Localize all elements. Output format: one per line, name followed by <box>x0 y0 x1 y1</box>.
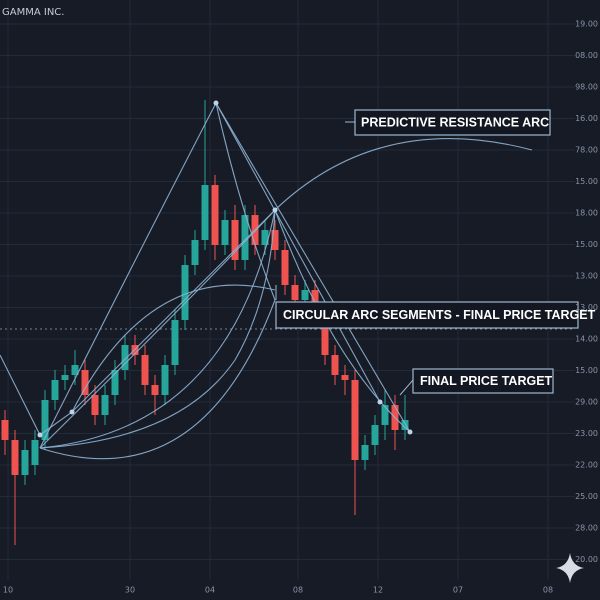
sparkle-icon <box>556 553 584 583</box>
x-tick-label: 10 <box>3 586 13 595</box>
chart-title: GAMMA INC. <box>2 7 64 18</box>
anchor-point <box>377 399 383 405</box>
candle-body <box>31 440 39 465</box>
arc <box>39 209 276 449</box>
y-tick-label: 29.00 <box>575 398 598 407</box>
candle-body <box>281 250 289 285</box>
candle-body <box>61 375 69 380</box>
y-tick-label: 16.00 <box>575 114 598 123</box>
y-tick-label: 13.00 <box>575 303 598 312</box>
arc <box>39 209 276 449</box>
x-tick-label: 30 <box>125 586 135 595</box>
anchor-point <box>213 100 219 106</box>
trend-line <box>215 102 411 433</box>
arc <box>39 299 276 460</box>
candle-body <box>181 265 189 320</box>
candle-body <box>241 215 249 260</box>
candle-body <box>201 185 209 240</box>
candle-body <box>71 365 79 375</box>
x-tick-label: 08 <box>293 586 303 595</box>
candle-body <box>111 370 119 395</box>
candle-body <box>351 380 359 460</box>
candle-body <box>11 440 19 475</box>
annotation: CIRCULAR ARC SEGMENTS - FINAL PRICE TARG… <box>283 308 596 322</box>
annotation-box <box>275 301 579 329</box>
x-tick-label: 08 <box>543 586 553 595</box>
drawing-tools <box>0 100 533 460</box>
candle-body <box>231 220 239 260</box>
candle-body <box>321 320 329 355</box>
anchor-point <box>272 207 278 213</box>
anchor-point <box>407 429 413 435</box>
y-tick-label: 14.00 <box>575 335 598 344</box>
candle-body <box>171 320 179 365</box>
candle-body <box>141 355 149 385</box>
candle-body <box>371 425 379 445</box>
candle-body <box>51 380 59 400</box>
candle-body <box>331 355 339 375</box>
y-tick-label: 18.00 <box>575 209 598 218</box>
y-tick-label: 78.00 <box>575 146 598 155</box>
arc <box>274 209 411 433</box>
candle-body <box>361 445 369 460</box>
candle-body <box>191 240 199 265</box>
candle-body <box>21 450 29 475</box>
candle-body <box>151 385 159 395</box>
annotation: PREDICTIVE RESISTANCE ARC <box>361 115 549 129</box>
anchor-point <box>37 432 43 438</box>
candle-body <box>41 400 49 440</box>
candle-body <box>121 345 129 370</box>
candle-body <box>1 420 9 440</box>
y-tick-label: 15.00 <box>575 366 598 375</box>
annotation: FINAL PRICE TARGET <box>420 374 553 388</box>
x-tick-label: 07 <box>453 586 463 595</box>
arc <box>39 102 217 449</box>
candle-body <box>211 185 219 245</box>
y-tick-label: 20.00 <box>575 555 598 564</box>
y-tick-label: 15.00 <box>575 177 598 186</box>
candle-body <box>91 395 99 415</box>
candle-body <box>261 230 269 245</box>
y-tick-label: 08.00 <box>575 51 598 60</box>
trend-line <box>215 102 381 403</box>
candle-body <box>301 290 309 300</box>
candle-body <box>271 230 279 250</box>
candle-body <box>161 365 169 395</box>
candle-body <box>401 420 409 430</box>
x-tick-label: 04 <box>205 586 215 595</box>
anchor-point <box>69 409 75 415</box>
y-tick-label: 19.00 <box>575 20 598 29</box>
candle-body <box>291 285 299 300</box>
annotation-box <box>412 368 554 394</box>
y-tick-label: 22.00 <box>575 461 598 470</box>
candle-body <box>381 405 389 425</box>
y-tick-label: 25.00 <box>575 492 598 501</box>
candle-body <box>341 375 349 380</box>
y-tick-label: 13.00 <box>575 272 598 281</box>
annotation-box <box>354 109 551 136</box>
candle-body <box>221 220 229 245</box>
arc <box>71 284 276 413</box>
candle-body <box>101 395 109 415</box>
y-tick-label: 23.00 <box>575 429 598 438</box>
y-tick-label: 98.00 <box>575 83 598 92</box>
y-tick-label: 28.00 <box>575 524 598 533</box>
callout-line <box>399 379 414 396</box>
trend-line <box>0 209 276 436</box>
y-tick-label: 15.00 <box>575 240 598 249</box>
candle-body <box>81 370 89 395</box>
x-tick-label: 12 <box>373 586 383 595</box>
